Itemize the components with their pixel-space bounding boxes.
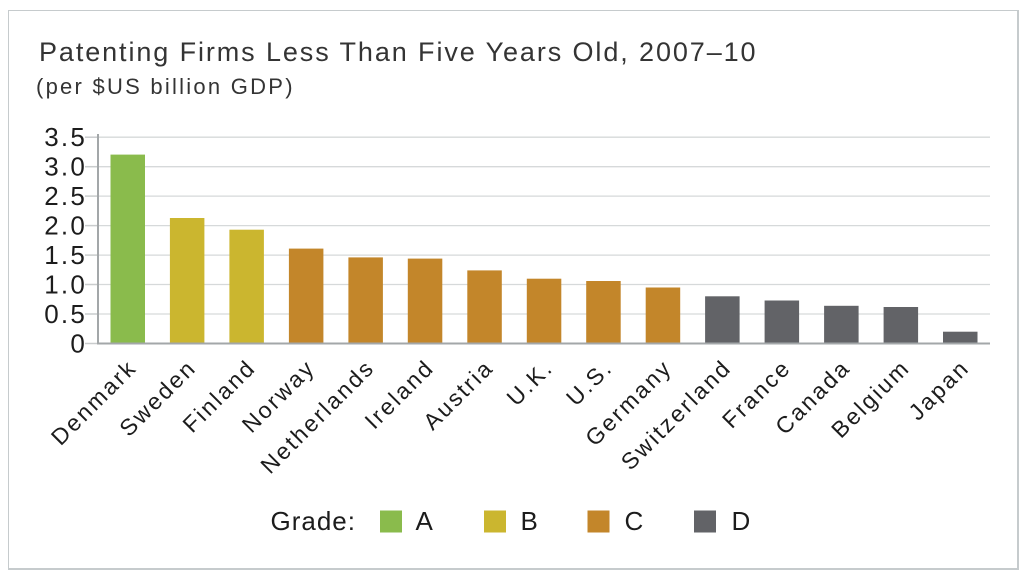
svg-text:2.0: 2.0 <box>44 211 87 241</box>
svg-text:0: 0 <box>70 328 87 358</box>
svg-text:1.0: 1.0 <box>44 269 87 299</box>
svg-text:2.5: 2.5 <box>44 181 87 211</box>
svg-text:Grade:: Grade: <box>271 506 357 536</box>
svg-text:3.5: 3.5 <box>44 122 87 152</box>
svg-text:D: D <box>732 506 751 536</box>
svg-text:(per $US billion GDP): (per $US billion GDP) <box>36 74 295 99</box>
svg-text:Patenting Firms Less Than Five: Patenting Firms Less Than Five Years Old… <box>39 37 757 67</box>
svg-text:U.K.: U.K. <box>501 354 558 411</box>
svg-text:1.5: 1.5 <box>44 240 87 270</box>
svg-text:A: A <box>416 506 434 536</box>
svg-text:B: B <box>521 506 538 536</box>
svg-text:Japan: Japan <box>903 354 974 425</box>
svg-text:0.5: 0.5 <box>44 299 87 329</box>
svg-text:C: C <box>625 506 644 536</box>
svg-text:3.0: 3.0 <box>44 152 87 182</box>
